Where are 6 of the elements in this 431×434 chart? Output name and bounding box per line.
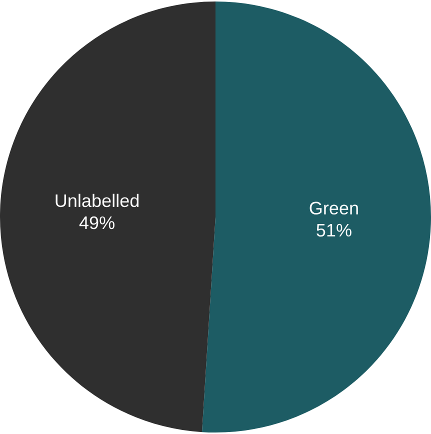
pie-slice: [202, 2, 431, 432]
slice-label: Green: [310, 202, 358, 215]
data-label: 49%: [79, 216, 114, 230]
data-label: 51%: [316, 224, 352, 237]
pie-slice: [0, 2, 216, 432]
slice-label: Unlabelled: [56, 194, 139, 208]
